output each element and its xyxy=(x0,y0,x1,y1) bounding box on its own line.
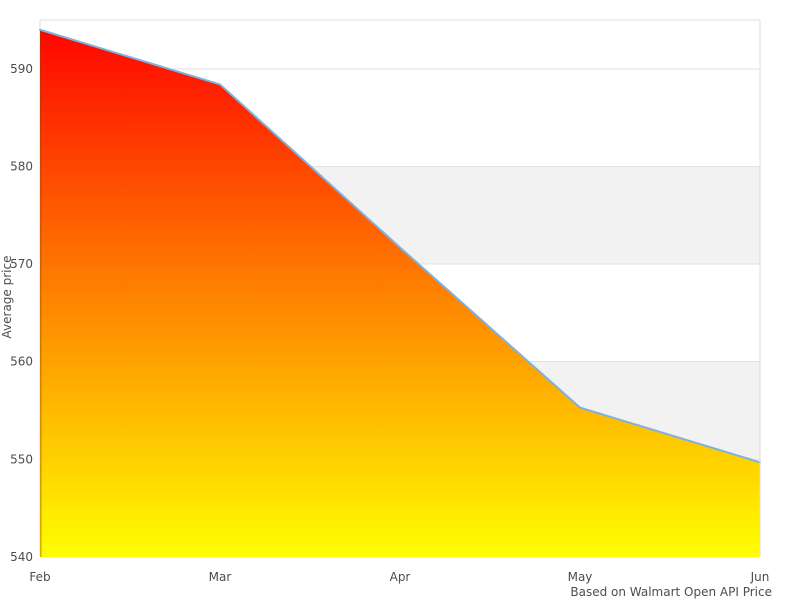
chart-caption: Based on Walmart Open API Price xyxy=(570,585,772,599)
area-fill xyxy=(40,29,760,558)
y-tick-label: 580 xyxy=(10,159,33,173)
y-axis-title: Average price xyxy=(0,256,14,339)
x-tick-label: May xyxy=(568,570,593,584)
price-line xyxy=(39,28,761,464)
y-tick-label: 540 xyxy=(10,550,33,564)
x-tick-label: Feb xyxy=(29,570,50,584)
y-tick-label: 590 xyxy=(10,62,33,76)
y-tick-label: 560 xyxy=(10,355,33,369)
x-tick-label: Apr xyxy=(390,570,411,584)
plot-border-over xyxy=(40,19,761,557)
price-series xyxy=(39,28,761,558)
x-axis-labels: Feb Mar Apr May Jun xyxy=(29,570,769,584)
x-tick-label: Mar xyxy=(209,570,232,584)
y-axis-labels: 540 550 560 570 580 590 xyxy=(10,62,33,564)
y-tick-label: 570 xyxy=(10,257,33,271)
y-tick-label: 550 xyxy=(10,452,33,466)
x-tick-label: Jun xyxy=(750,570,770,584)
